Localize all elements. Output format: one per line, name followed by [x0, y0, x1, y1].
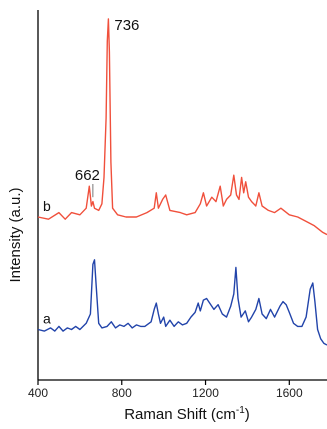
- annotations: 736 662: [75, 17, 139, 198]
- peak-annotation-662: 662: [75, 167, 100, 184]
- x-tick-label: 1600: [276, 386, 303, 400]
- x-axis-label: Raman Shift (cm-1): [124, 405, 250, 423]
- x-tick-label: 1200: [192, 386, 219, 400]
- x-axis-label-superscript: -1: [236, 405, 245, 416]
- series-line-b: [37, 18, 327, 236]
- series-label-a: a: [43, 311, 51, 327]
- series-layer: ba: [37, 18, 327, 346]
- x-tick-label: 800: [112, 386, 132, 400]
- peak-annotation-736: 736: [114, 17, 139, 34]
- x-axis-label-close: ): [245, 406, 250, 423]
- chart-axes: [37, 10, 327, 381]
- series-line-a: [37, 259, 327, 346]
- x-ticks: 400 800 1200 1600: [28, 380, 303, 400]
- series-label-b: b: [43, 198, 51, 214]
- x-axis-label-main: Raman Shift (cm: [124, 406, 236, 423]
- x-tick-label: 400: [28, 386, 48, 400]
- y-axis-label: Intensity (a.u.): [7, 187, 24, 282]
